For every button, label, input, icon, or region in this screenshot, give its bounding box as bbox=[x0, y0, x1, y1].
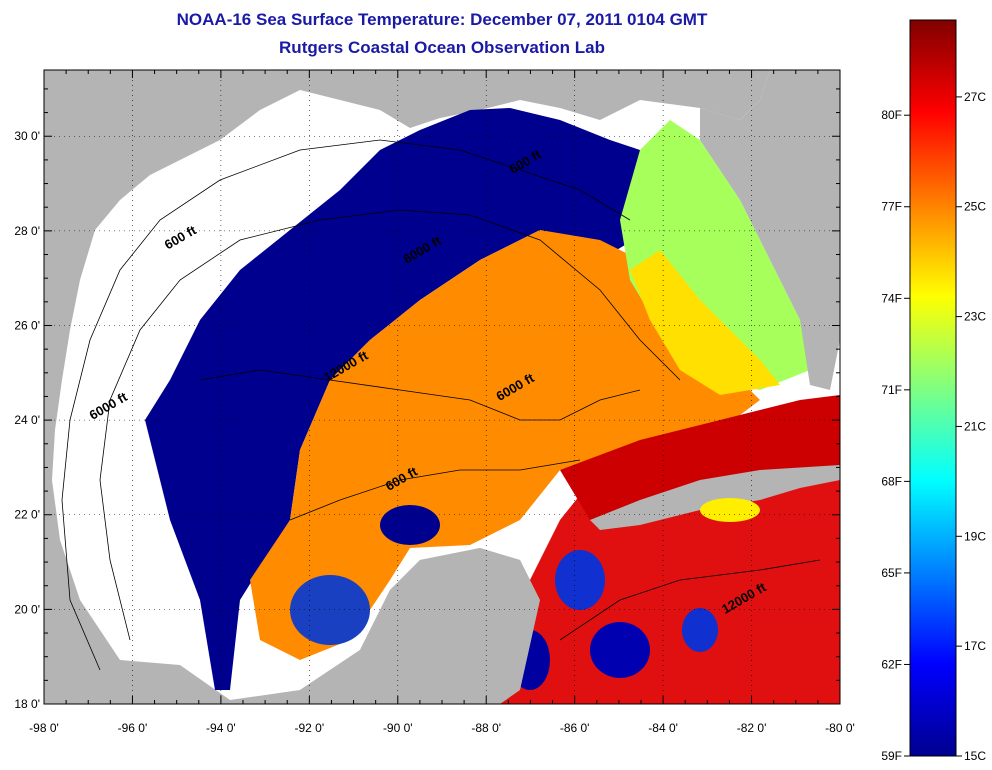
cloud-patch bbox=[290, 575, 370, 645]
colorbar-c-label: 27C bbox=[964, 90, 986, 104]
x-tick-label: -82 0' bbox=[737, 721, 767, 735]
colorbar-ticks: 80F 77F 74F 71F 68F 65F 62F 59F 27C 25C 23C 21C 19C 1… bbox=[881, 90, 986, 763]
hot-florida-straits bbox=[560, 395, 840, 520]
cloud-patch bbox=[555, 550, 605, 610]
x-tick-label: -84 0' bbox=[648, 721, 678, 735]
x-tick-label: -98 0' bbox=[29, 721, 59, 735]
cloud-patch bbox=[380, 505, 440, 545]
bathymetry-contour bbox=[61, 139, 631, 671]
y-tick-label: 18 0' bbox=[14, 697, 40, 711]
bathymetry-contour bbox=[559, 559, 821, 641]
cuba-land bbox=[590, 465, 840, 530]
colorbar-f-label: 77F bbox=[881, 200, 902, 214]
map-title: NOAA-16 Sea Surface Temperature: Decembe… bbox=[176, 10, 708, 29]
y-tick-label: 28 0' bbox=[14, 224, 40, 238]
colorbar bbox=[909, 19, 957, 757]
y-tick-label: 30 0' bbox=[14, 129, 40, 143]
cold-water-region bbox=[145, 108, 650, 690]
warm-loop-region bbox=[250, 230, 760, 660]
colorbar-c-label: 17C bbox=[964, 639, 986, 653]
y-tick-label: 24 0' bbox=[14, 413, 40, 427]
x-tick-label: -86 0' bbox=[560, 721, 590, 735]
graticule bbox=[44, 70, 840, 704]
x-tick-label: -90 0' bbox=[383, 721, 413, 735]
colorbar-f-label: 68F bbox=[881, 474, 902, 488]
x-tick-label: -96 0' bbox=[118, 721, 148, 735]
colorbar-f-label: 62F bbox=[881, 657, 902, 671]
florida-land bbox=[700, 70, 840, 390]
bathymetry-contour bbox=[99, 209, 681, 641]
y-tick-label: 22 0' bbox=[14, 508, 40, 522]
colorbar-c-label: 23C bbox=[964, 310, 986, 324]
cloud-patch bbox=[590, 622, 650, 678]
colorbar-f-label: 65F bbox=[881, 566, 902, 580]
colorbar-f-label: 59F bbox=[881, 749, 902, 763]
bathymetry-contour bbox=[289, 459, 581, 521]
x-tick-label: -88 0' bbox=[471, 721, 501, 735]
colorbar-c-label: 19C bbox=[964, 529, 986, 543]
florida-shelf-yellow bbox=[630, 250, 780, 395]
cloud-patch bbox=[682, 608, 718, 652]
y-tick-label: 26 0' bbox=[14, 318, 40, 332]
colorbar-c-label: 25C bbox=[964, 200, 986, 214]
map-subtitle: Rutgers Coastal Ocean Observation Lab bbox=[279, 38, 605, 57]
colorbar-c-label: 21C bbox=[964, 419, 986, 433]
colorbar-f-label: 71F bbox=[881, 383, 902, 397]
colorbar-f-label: 74F bbox=[881, 291, 902, 305]
colorbar-f-label: 80F bbox=[881, 108, 902, 122]
warm-patch bbox=[700, 498, 760, 522]
x-tick-label: -94 0' bbox=[206, 721, 236, 735]
y-tick-label: 20 0' bbox=[14, 602, 40, 616]
yucatan-land bbox=[300, 548, 540, 704]
colorbar-c-label: 15C bbox=[964, 749, 986, 763]
x-tick-label: -80 0' bbox=[825, 721, 855, 735]
x-tick-label: -92 0' bbox=[295, 721, 325, 735]
bathymetry-contour bbox=[199, 369, 641, 421]
map-axes: -98 0' -96 0' -94 0' -92 0' -90 0' -88 0' -86 … bbox=[14, 70, 855, 735]
